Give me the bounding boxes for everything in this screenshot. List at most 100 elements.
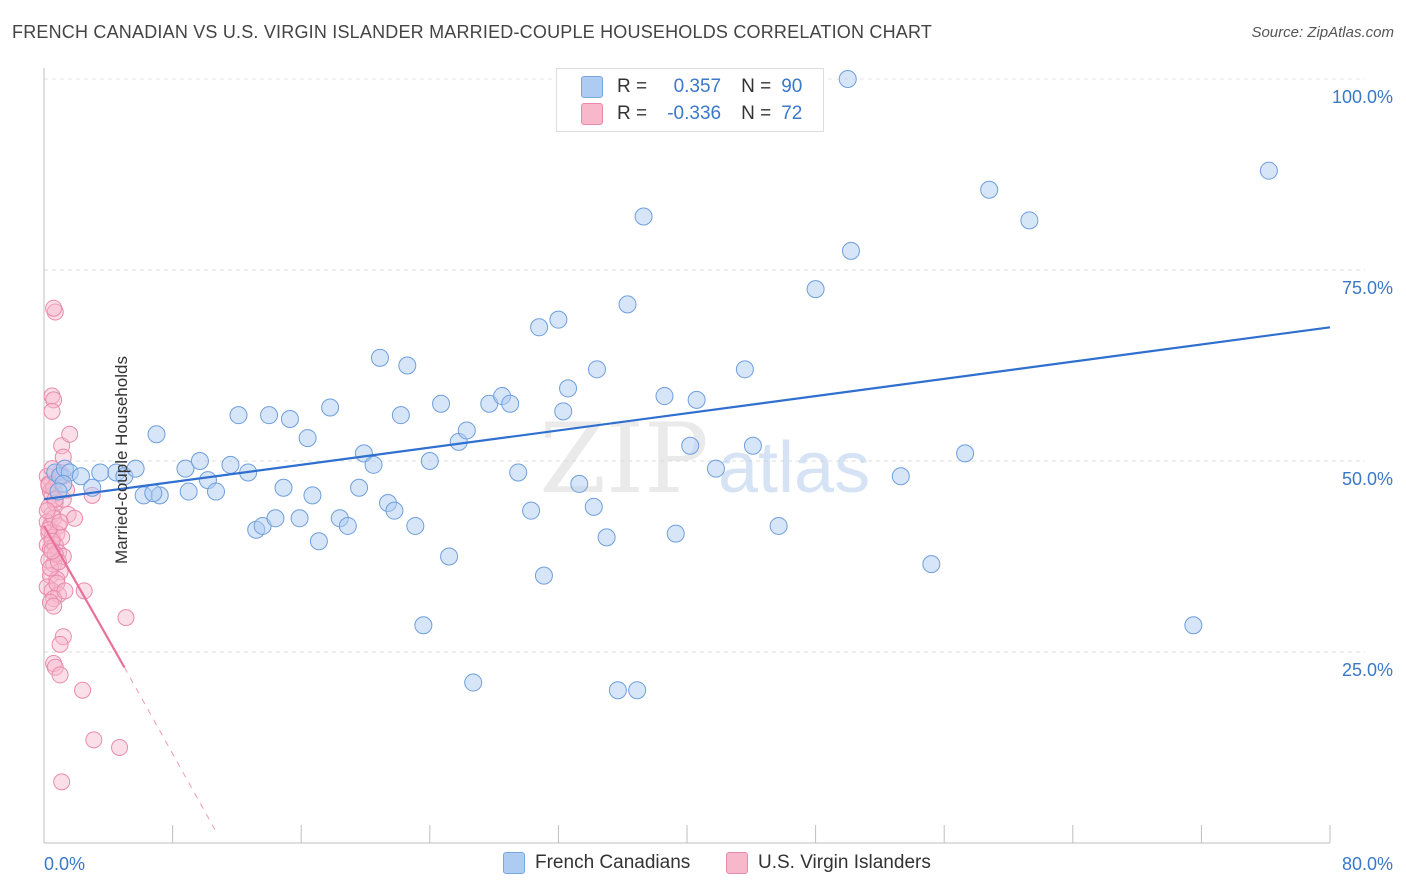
data-point-french-canadians <box>260 406 279 425</box>
series-legend-label: French Canadians <box>535 852 691 873</box>
data-point-french-canadians <box>509 463 528 482</box>
data-point-french-canadians <box>1259 161 1278 180</box>
data-point-french-canadians <box>549 310 568 329</box>
data-point-french-canadians <box>522 501 541 520</box>
data-point-french-canadians <box>841 241 860 260</box>
data-point-french-canadians <box>207 482 226 501</box>
grid-lines <box>44 78 1365 653</box>
legend-row-us-virgin-islanders: R = -0.336 N = 72 <box>581 102 802 126</box>
data-point-french-canadians <box>687 390 706 409</box>
x-tick-label-max: 80.0% <box>1342 854 1393 874</box>
data-point-french-canadians <box>420 452 439 470</box>
data-point-us-virgin-islanders <box>117 609 135 627</box>
data-point-french-canadians <box>1020 211 1039 230</box>
legend-swatch-blue <box>581 76 603 98</box>
data-point-us-virgin-islanders <box>38 502 56 520</box>
data-point-french-canadians <box>266 509 285 528</box>
data-point-french-canadians <box>126 459 145 478</box>
trend-line-us-virgin-islanders <box>43 525 126 668</box>
data-point-french-canadians <box>303 486 322 505</box>
axes <box>43 68 1331 844</box>
data-point-french-canadians <box>414 616 433 635</box>
data-point-french-canadians <box>608 681 627 700</box>
trend-lines <box>43 326 1331 832</box>
legend-swatch-pink <box>581 103 603 125</box>
y-tick-label: 100.0% <box>1332 87 1393 107</box>
data-point-french-canadians <box>309 532 328 551</box>
data-point-french-canadians <box>534 566 553 585</box>
data-point-french-canadians <box>584 497 603 516</box>
data-point-us-virgin-islanders <box>53 773 71 791</box>
data-point-french-canadians <box>735 360 754 379</box>
data-point-us-virgin-islanders <box>45 299 63 317</box>
legend-r-value-blue: 0.357 <box>673 76 722 97</box>
data-point-us-virgin-islanders <box>85 731 103 749</box>
data-point-french-canadians <box>554 402 573 421</box>
legend-n-label: N = <box>741 76 772 97</box>
data-point-french-canadians <box>838 70 857 88</box>
data-point-french-canadians <box>628 681 647 700</box>
data-point-french-canadians <box>176 459 195 478</box>
data-point-french-canadians <box>922 555 941 574</box>
data-point-french-canadians <box>464 673 483 692</box>
y-tick-label: 50.0% <box>1342 469 1393 489</box>
data-point-french-canadians <box>530 318 549 337</box>
data-point-us-virgin-islanders <box>51 513 69 531</box>
data-point-us-virgin-islanders <box>61 425 79 443</box>
data-point-us-virgin-islanders <box>43 402 61 420</box>
data-point-french-canadians <box>229 406 248 425</box>
watermark: ZIP atlas <box>539 403 870 515</box>
data-point-french-canadians <box>71 467 90 486</box>
data-point-french-canadians <box>280 409 299 428</box>
data-point-french-canadians <box>385 501 404 520</box>
data-point-french-canadians <box>501 394 520 413</box>
legend-n-value-blue: 90 <box>781 76 803 97</box>
correlation-legend: R = 0.357 N = 90 R = -0.336 N = 72 <box>556 68 824 132</box>
series-legend-french-canadians[interactable]: French Canadians <box>503 852 690 874</box>
data-point-french-canadians <box>806 280 825 299</box>
data-point-french-canadians <box>144 484 163 503</box>
data-point-french-canadians <box>147 425 166 444</box>
data-point-french-canadians <box>440 547 459 566</box>
data-point-french-canadians <box>364 455 383 474</box>
data-point-french-canadians <box>655 387 674 406</box>
data-point-us-virgin-islanders <box>75 582 93 600</box>
data-point-french-canadians <box>338 516 357 535</box>
legend-n-label: N = <box>741 103 772 124</box>
data-point-french-canadians <box>321 398 340 417</box>
y-axis-label: Married-couple Households <box>111 356 131 564</box>
y-tick-label: 25.0% <box>1342 660 1393 680</box>
data-point-french-canadians <box>1184 616 1203 635</box>
data-point-french-canadians <box>179 482 198 501</box>
series-legend: French Canadians U.S. Virgin Islanders <box>0 852 1406 878</box>
data-point-french-canadians <box>350 478 369 497</box>
data-point-french-canadians <box>666 524 685 543</box>
series-us-virgin-islanders <box>38 299 135 791</box>
data-point-french-canadians <box>597 528 616 547</box>
data-point-french-canadians <box>298 429 317 448</box>
watermark-atlas: atlas <box>718 428 870 508</box>
series-legend-us-virgin-islanders[interactable]: U.S. Virgin Islanders <box>726 852 931 874</box>
source-label: Source: ZipAtlas.com <box>1251 24 1394 41</box>
data-point-french-canadians <box>706 459 725 478</box>
series-legend-label: U.S. Virgin Islanders <box>758 852 931 873</box>
y-tick-label: 75.0% <box>1342 278 1393 298</box>
x-tick-label-min: 0.0% <box>44 854 85 874</box>
data-point-us-virgin-islanders <box>74 681 92 699</box>
data-point-french-canadians <box>190 452 209 470</box>
data-point-french-canadians <box>980 180 999 199</box>
legend-r-label: R = <box>617 76 648 97</box>
tick-labels: 100.0% 75.0% 50.0% 25.0% 0.0% 80.0% <box>44 87 1393 874</box>
data-point-french-canadians <box>370 348 389 367</box>
data-point-french-canadians <box>398 356 417 375</box>
legend-r-label: R = <box>617 103 648 124</box>
trend-line-us-virgin-islanders-extension <box>123 667 217 832</box>
data-point-us-virgin-islanders <box>111 739 129 756</box>
chart-title: FRENCH CANADIAN VS U.S. VIRGIN ISLANDER … <box>12 22 933 42</box>
data-point-french-canadians <box>91 463 110 482</box>
series-swatch-pink <box>726 852 748 874</box>
data-point-french-canadians <box>681 436 700 455</box>
data-point-french-canadians <box>891 467 910 486</box>
data-point-french-canadians <box>391 406 410 425</box>
